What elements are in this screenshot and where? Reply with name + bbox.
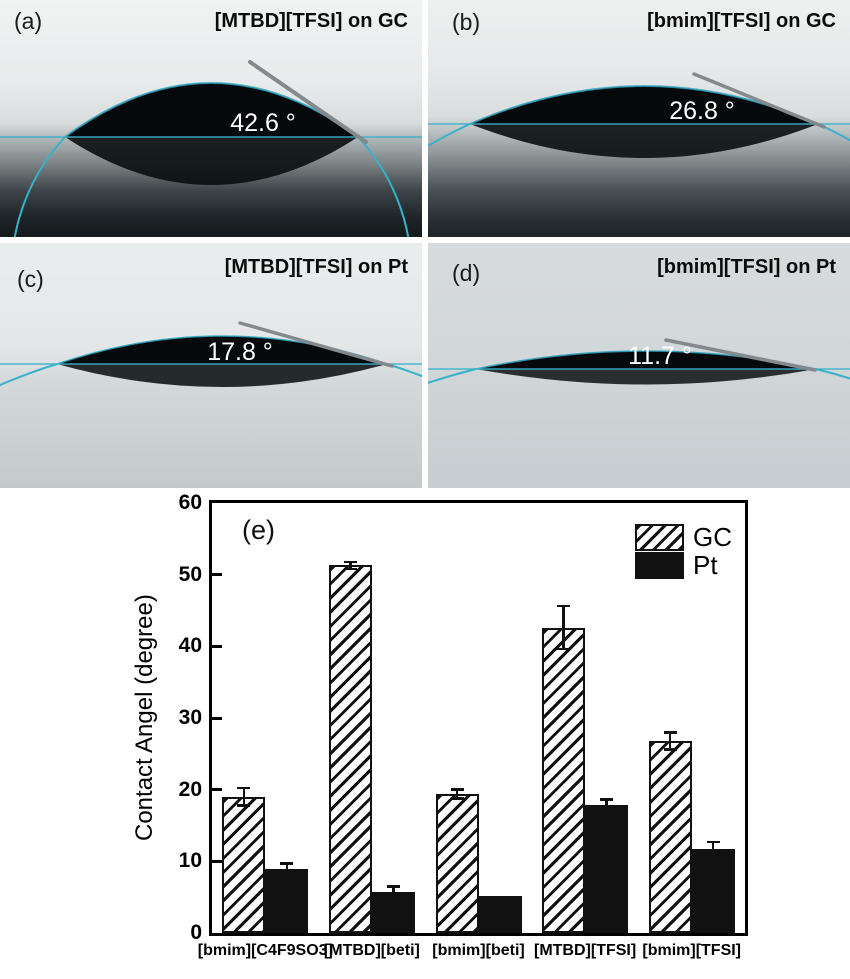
y-tick-mark [212,859,222,863]
y-tick-mark [212,716,222,720]
bar-gc-1 [222,796,266,933]
error-bar [668,732,672,750]
error-bar-cap [557,604,571,608]
panel-title: [MTBD][TFSI] on Pt [225,256,409,278]
gc-hatched-swatch [635,523,684,551]
droplet-reflection [470,124,818,158]
y-tick-label: 0 [190,921,202,944]
error-bar [285,863,289,874]
legend-label-gc: GC [693,521,732,552]
panel-title: [bmim][TFSI] on GC [647,10,836,32]
chart-legend: GC Pt [635,523,732,579]
bar-gc-4 [542,627,586,933]
error-bar-cap [557,647,571,651]
error-bar-cap [706,855,720,858]
bar-gc-2 [328,565,372,933]
error-bar-cap [600,809,614,813]
error-bar-cap [280,872,294,875]
panel-title: [bmim][TFSI] on Pt [657,256,836,278]
tangent-line [664,338,817,372]
panel-d-photo: 11.7 ° (d) [bmim][TFSI] on Pt [428,243,850,488]
bar-pt-1 [265,868,309,933]
angle-readout: 17.8 ° [207,338,273,366]
error-bar-cap [600,798,614,801]
x-tick-label: [bmim][TFSI] [642,942,742,959]
panel-letter: (c) [17,266,44,292]
bar-pt-3 [478,896,522,933]
x-tick-label: [MTBD][TFSI] [534,942,637,959]
angle-readout: 26.8 ° [669,97,735,125]
panel-letter-e: (e) [242,515,275,545]
y-tick-label: 30 [178,706,202,729]
error-bar-cap [663,748,677,751]
y-tick-label: 60 [178,491,202,514]
droplet-reflection [57,364,387,387]
error-bar-cap [706,840,720,844]
error-bar-cap [663,731,677,734]
error-bar [349,561,352,569]
tangent-line [238,321,394,368]
y-tick-label: 40 [178,634,202,658]
droplet-reflection [65,137,358,185]
error-bar-cap [237,786,251,790]
bar-chart-panel: Contact Angel (degree) 0 10 20 30 40 50 60 (e)… [0,490,850,979]
panel-letter: (a) [14,8,42,34]
plot-area: (e) GC Pt [209,500,748,936]
panel-title: [MTBD][TFSI] on GC [215,10,408,32]
bar-pt-5 [691,849,735,933]
error-bar-cap [450,788,464,791]
x-tick-label: [bmim][beti] [432,942,525,959]
legend-item-gc: GC [635,523,732,551]
x-tick-labels: [bmim][C4F9SO3] [MTBD][beti] [bmim][beti] [… [0,942,850,972]
error-bar [605,799,608,812]
error-bar [242,788,246,806]
y-tick-label: 50 [178,562,202,586]
tangent-line [248,60,368,144]
y-tick-mark [212,644,222,648]
error-bar [392,886,395,898]
error-bar-cap [450,797,464,800]
droplet-rim [64,82,359,138]
bar-gc-3 [435,793,479,933]
panel-b-photo: 26.8 ° (b) [bmim][TFSI] on GC [428,0,850,237]
droplet-reflection [476,369,816,385]
angle-readout: 42.6 ° [230,109,296,137]
x-tick-label: [MTBD][beti] [323,942,420,959]
error-bar-cap [343,560,357,564]
bar-pt-4 [585,805,629,933]
x-tick-label: [bmim][C4F9SO3] [197,942,333,959]
error-bar-cap [386,885,400,888]
y-tick-label: 10 [178,849,202,873]
y-tick-label: 20 [178,777,202,801]
y-tick-mark [212,573,222,577]
legend-item-pt: Pt [635,551,732,579]
error-bar-cap [386,896,400,900]
panel-letter: (b) [452,9,480,35]
error-bar-cap [237,804,251,807]
error-bar [455,789,459,799]
error-bar-cap [343,567,357,571]
panel-a-photo: 42.6 ° (a) [MTBD][TFSI] on GC [0,0,422,237]
error-bar [711,842,715,857]
panel-c-photo: 17.8 ° (c) [MTBD][TFSI] on Pt [0,243,422,488]
bar-gc-5 [648,740,692,933]
error-bar [562,606,565,650]
legend-label-pt: Pt [693,549,718,580]
error-bar-cap [280,862,294,865]
angle-readout: 11.7 ° [628,342,692,370]
pt-solid-swatch [635,551,684,579]
tangent-line [692,72,826,129]
panel-letter: (d) [452,260,480,286]
y-tick-mark [212,788,222,792]
